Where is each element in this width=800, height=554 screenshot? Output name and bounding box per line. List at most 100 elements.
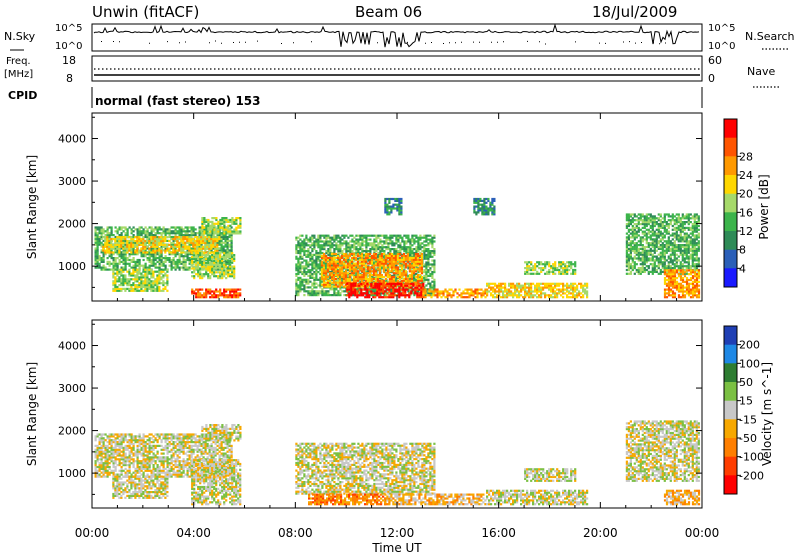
- power-cell: [229, 290, 232, 293]
- power-cell: [392, 286, 395, 289]
- power-cell: [341, 286, 344, 289]
- power-cell: [352, 282, 355, 285]
- power-cell: [218, 241, 221, 244]
- power-cell: [138, 268, 141, 271]
- power-cell: [150, 234, 153, 237]
- power-cell: [152, 247, 155, 250]
- power-cell: [402, 256, 405, 259]
- power-cell: [124, 243, 127, 246]
- power-cell: [411, 253, 414, 256]
- power-cell: [431, 265, 434, 268]
- power-cell: [174, 230, 177, 233]
- power-cell: [219, 222, 222, 225]
- power-cell: [299, 248, 302, 251]
- power-cell: [219, 224, 222, 227]
- power-cell: [365, 246, 368, 249]
- power-cell: [528, 290, 531, 293]
- power-cell: [216, 249, 219, 252]
- power-cell: [142, 258, 145, 262]
- power-cell: [524, 290, 527, 293]
- power-cell: [202, 236, 205, 239]
- power-cell: [110, 241, 113, 245]
- power-cell: [206, 238, 209, 241]
- power-cell: [376, 264, 379, 267]
- power-cell: [174, 262, 177, 265]
- power-cell: [158, 241, 161, 245]
- power-cell: [299, 269, 302, 272]
- power-cell: [317, 294, 320, 297]
- power-cell: [408, 274, 411, 277]
- power-cell: [223, 273, 226, 276]
- power-cell: [156, 230, 159, 233]
- power-cell: [233, 292, 236, 295]
- power-cell: [363, 255, 366, 258]
- power-cell: [357, 242, 360, 245]
- power-cell: [174, 249, 177, 252]
- power-cell: [342, 281, 345, 284]
- power-cell: [213, 267, 216, 270]
- power-cell: [160, 232, 163, 235]
- power-cell: [397, 250, 400, 253]
- power-cell: [164, 230, 167, 233]
- power-cell: [383, 255, 386, 258]
- power-cell: [197, 257, 200, 260]
- power-cell: [390, 270, 393, 273]
- power-cell: [295, 292, 298, 295]
- power-cell: [315, 255, 318, 258]
- power-cell: [215, 255, 218, 259]
- power-cell: [130, 249, 133, 252]
- power-cell: [235, 220, 238, 223]
- power-cell: [225, 228, 228, 231]
- power-cell: [295, 263, 298, 266]
- power-cell: [201, 232, 204, 235]
- power-cell: [142, 232, 145, 235]
- power-cell: [452, 290, 455, 293]
- power-cell: [233, 271, 236, 274]
- power-cell: [369, 244, 372, 247]
- power-cell: [406, 279, 409, 282]
- power-cell: [220, 237, 223, 240]
- power-cell: [229, 294, 232, 297]
- power-cell: [239, 232, 242, 235]
- power-cell: [213, 271, 216, 274]
- power-cell: [388, 264, 391, 267]
- power-cell: [374, 262, 377, 265]
- power-cell: [124, 247, 127, 250]
- power-cell: [352, 275, 355, 279]
- power-cell: [203, 265, 206, 268]
- power-cell: [325, 250, 328, 253]
- power-cell: [338, 262, 341, 265]
- power-cell: [94, 260, 97, 263]
- power-cell: [158, 236, 161, 239]
- power-cell: [229, 288, 232, 291]
- power-cell: [390, 294, 393, 297]
- power-cell: [311, 248, 314, 251]
- power-cell: [226, 245, 229, 248]
- power-cell: [429, 282, 432, 285]
- power-cell: [222, 237, 225, 240]
- power-cell: [373, 290, 376, 293]
- power-cell: [156, 228, 159, 231]
- power-cell: [356, 254, 359, 258]
- power-cell: [229, 273, 232, 276]
- power-cell: [204, 240, 207, 243]
- power-cell: [319, 278, 322, 281]
- power-cell: [130, 287, 133, 290]
- power-cell: [152, 260, 155, 263]
- power-cell: [96, 257, 99, 260]
- power-cell: [152, 241, 155, 245]
- power-cell: [122, 287, 125, 290]
- power-cell: [295, 267, 298, 270]
- power-cell: [186, 245, 189, 248]
- power-cell: [365, 244, 368, 247]
- power-cell: [370, 274, 373, 277]
- power-cell: [184, 238, 187, 241]
- power-cell: [322, 268, 325, 271]
- power-cell: [355, 238, 358, 241]
- power-cell: [215, 296, 218, 299]
- power-cell: [146, 268, 149, 271]
- power-cell: [156, 280, 159, 283]
- power-cell: [138, 260, 141, 263]
- power-cell: [368, 270, 371, 273]
- power-cell: [377, 242, 380, 245]
